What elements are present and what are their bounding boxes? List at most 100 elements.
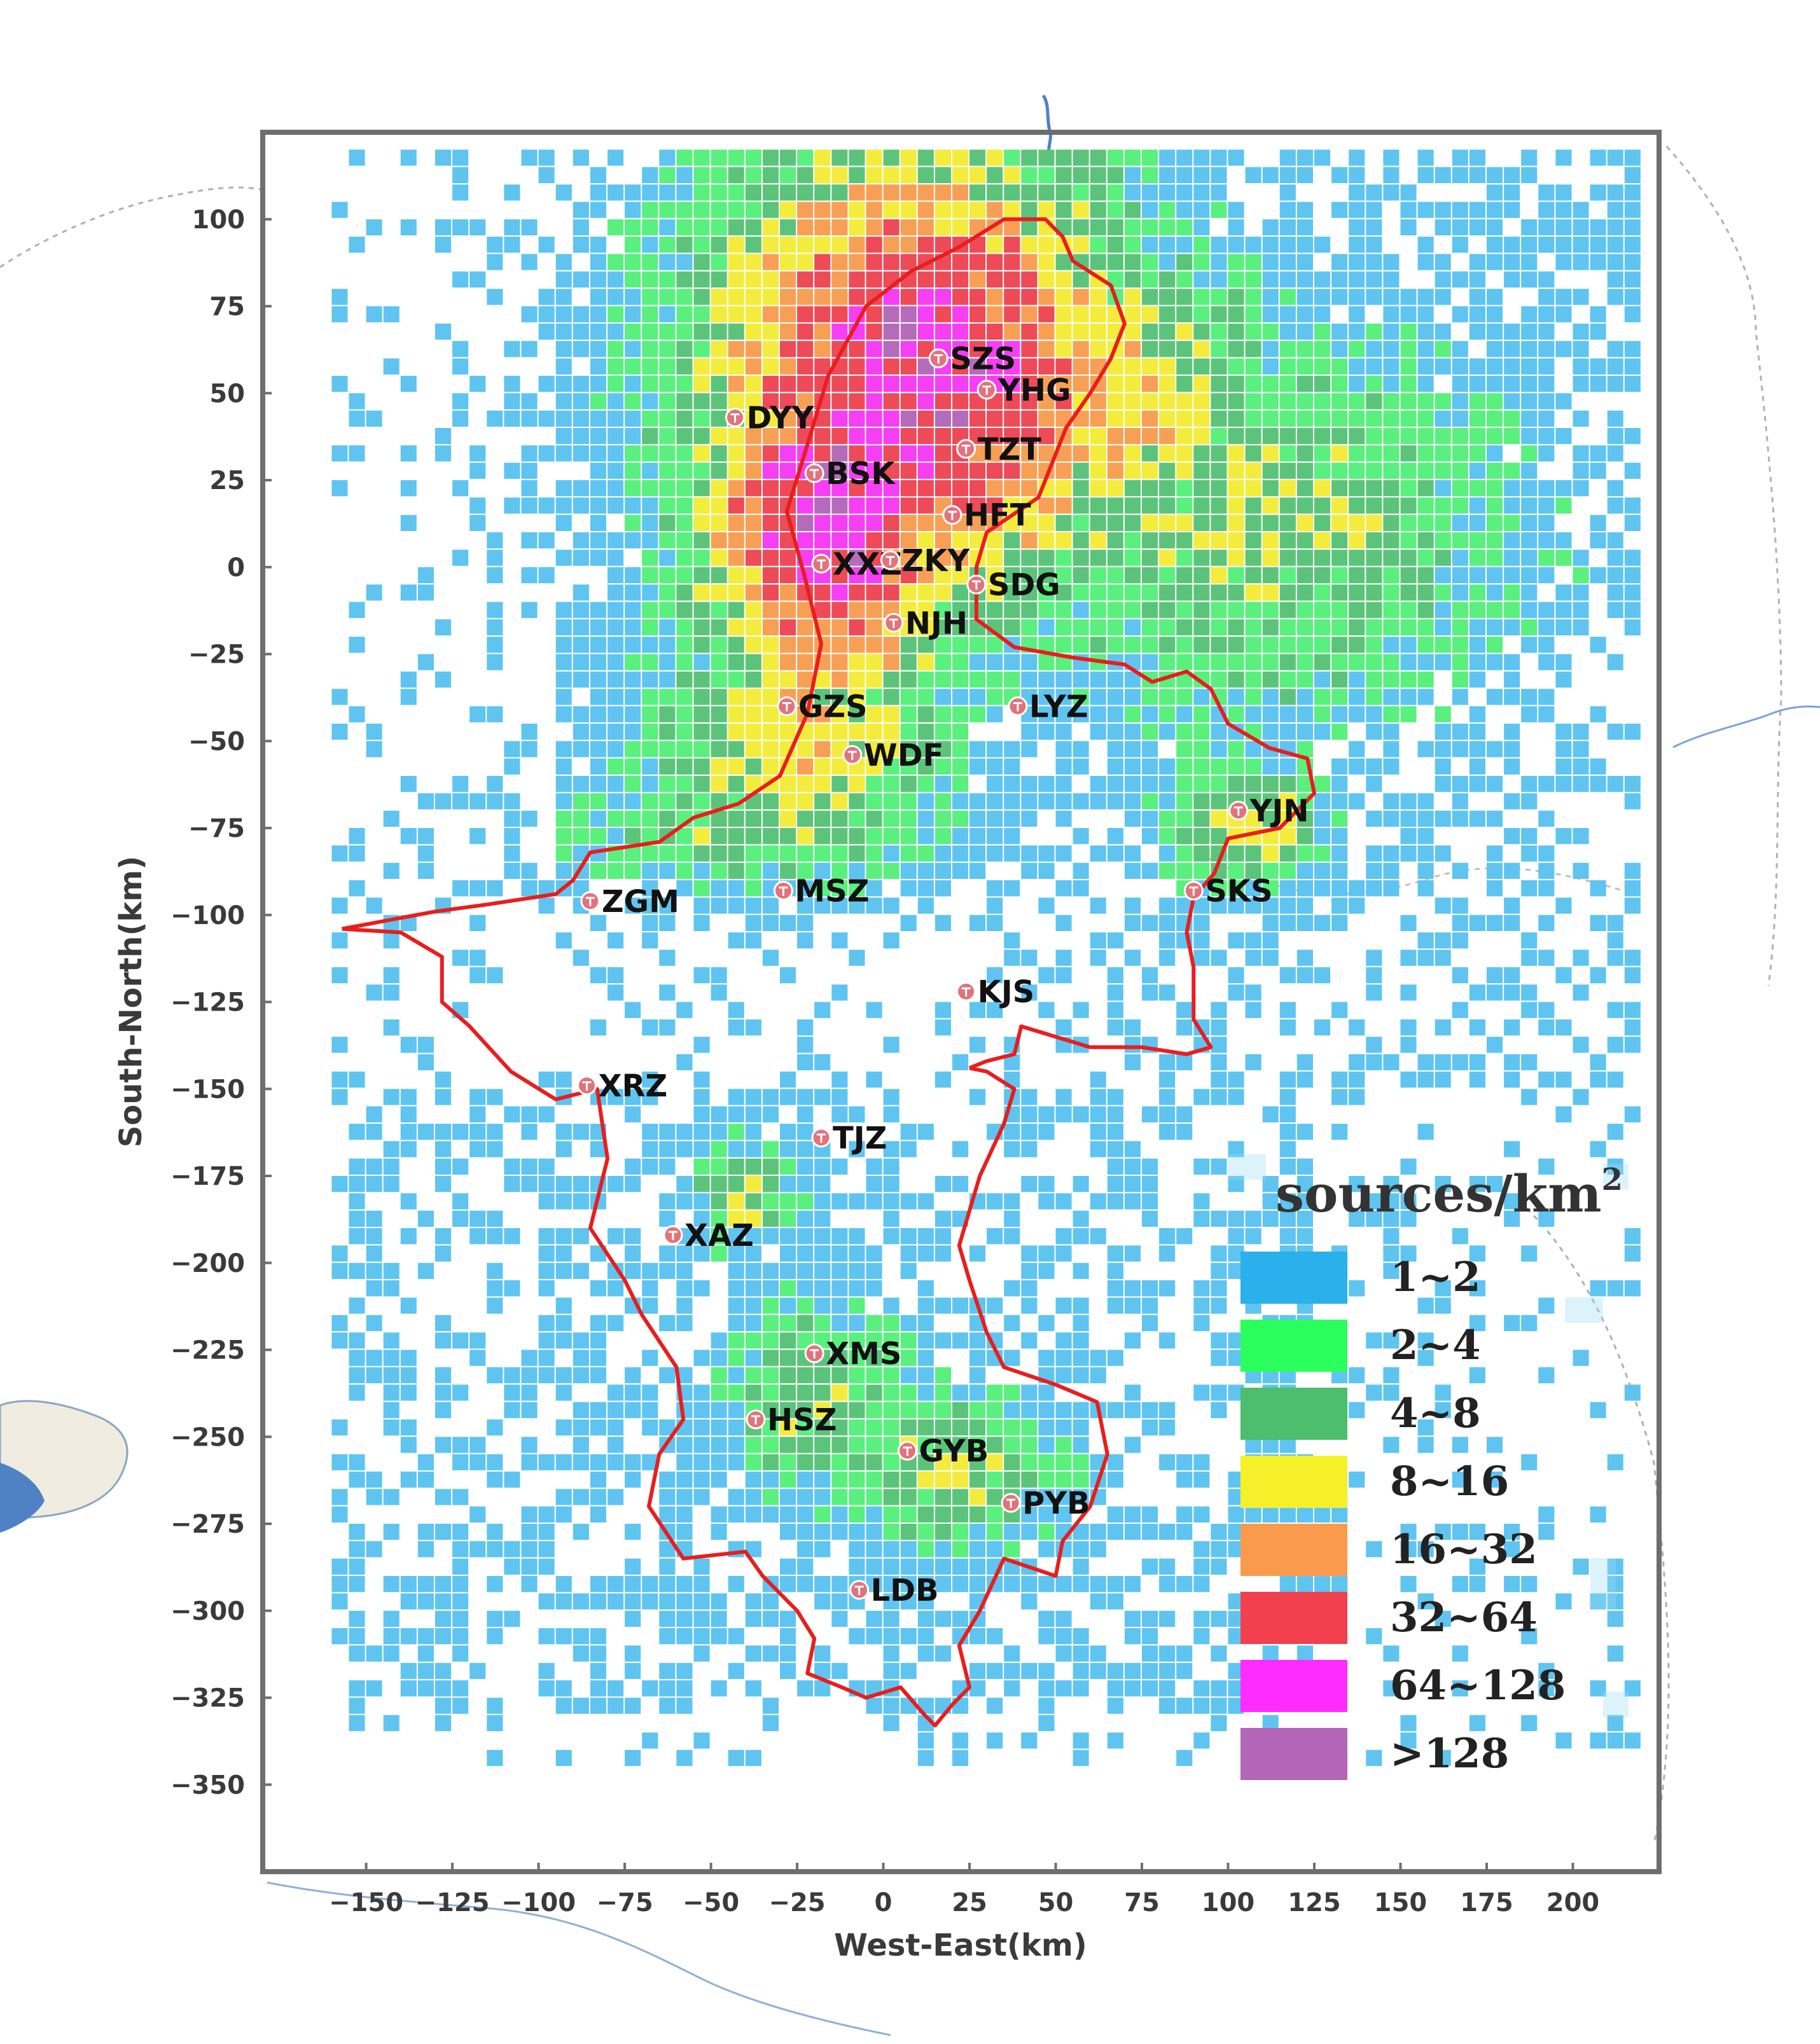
density-cell: [608, 793, 624, 810]
density-cell: [1142, 567, 1158, 584]
density-cell: [762, 828, 779, 845]
density-cell: [934, 1210, 951, 1227]
density-cell: [969, 410, 986, 427]
density-cell: [1211, 237, 1227, 253]
density-cell: [417, 862, 434, 879]
density-cell: [1573, 1558, 1589, 1575]
density-cell: [625, 1245, 641, 1262]
density-cell: [676, 219, 693, 236]
density-cell: [728, 828, 744, 845]
density-cell: [1573, 1037, 1589, 1053]
density-cell: [849, 1419, 865, 1436]
density-cell: [987, 1732, 1003, 1749]
density-cell: [1038, 445, 1055, 462]
density-cell: [642, 271, 658, 288]
density-cell: [797, 1402, 814, 1418]
density-cell: [1607, 1280, 1623, 1297]
density-cell: [349, 1193, 365, 1210]
density-cell: [693, 1089, 710, 1105]
density-cell: [608, 410, 624, 427]
density-cell: [1073, 793, 1089, 810]
density-cell: [608, 1697, 624, 1714]
density-cell: [1107, 1680, 1123, 1697]
density-cell: [1124, 1576, 1141, 1592]
density-cell: [1538, 1297, 1555, 1314]
density-cell: [676, 671, 693, 688]
density-cell: [1417, 445, 1434, 462]
density-cell: [1366, 358, 1382, 375]
density-cell: [1469, 602, 1485, 618]
density-cell: [745, 410, 761, 427]
density-cell: [1624, 306, 1641, 322]
density-cell: [383, 1524, 399, 1540]
density-cell: [1124, 514, 1141, 531]
density-cell: [608, 932, 624, 949]
density-cell: [728, 671, 744, 688]
density-cell: [1176, 289, 1193, 305]
density-cell: [1176, 306, 1193, 322]
density-cell: [711, 1124, 727, 1140]
density-cell: [1073, 741, 1089, 757]
density-cell: [728, 271, 744, 288]
density-cell: [590, 619, 606, 636]
density-cell: [780, 654, 796, 670]
density-cell: [728, 1628, 744, 1645]
density-cell: [1400, 984, 1417, 1001]
density-cell: [711, 880, 727, 897]
density-cell: [469, 1106, 486, 1122]
density-cell: [883, 1402, 900, 1418]
density-cell: [383, 932, 399, 949]
density-cell: [1193, 445, 1210, 462]
density-cell: [487, 1697, 503, 1714]
density-cell: [1262, 289, 1279, 305]
density-cell: [1400, 1715, 1417, 1732]
density-cell: [538, 1315, 555, 1332]
density-cell: [573, 237, 589, 253]
density-cell: [1107, 1662, 1123, 1680]
density-cell: [849, 1437, 865, 1453]
density-cell: [745, 271, 761, 288]
density-cell: [728, 393, 744, 410]
density-cell: [728, 567, 744, 584]
density-cell: [1607, 1454, 1623, 1470]
density-cell: [659, 358, 676, 375]
density-cell: [1004, 462, 1020, 479]
density-cell: [1142, 445, 1158, 462]
density-cell: [797, 1210, 814, 1227]
density-cell: [780, 1471, 796, 1488]
density-cell: [1590, 706, 1606, 722]
density-cell: [1021, 619, 1038, 636]
density-cell: [349, 637, 365, 653]
density-cell: [1434, 219, 1451, 236]
density-cell: [1176, 341, 1193, 357]
density-cell: [1193, 1680, 1210, 1697]
density-cell: [1434, 654, 1451, 670]
density-cell: [555, 497, 572, 514]
density-cell: [1521, 880, 1538, 897]
density-cell: [1331, 1506, 1348, 1523]
density-cell: [883, 1037, 900, 1053]
density-cell: [452, 219, 469, 236]
density-cell: [849, 410, 865, 427]
density-cell: [1366, 810, 1382, 827]
density-cell: [1314, 967, 1331, 984]
density-cell: [1038, 793, 1055, 810]
density-cell: [934, 828, 951, 845]
density-cell: [1262, 862, 1279, 879]
density-cell: [1607, 532, 1623, 549]
density-cell: [1107, 1402, 1123, 1418]
density-cell: [659, 602, 676, 618]
density-cell: [676, 202, 693, 218]
density-cell: [1521, 549, 1538, 566]
density-cell: [1366, 619, 1382, 636]
density-cell: [1245, 497, 1261, 514]
density-cell: [780, 289, 796, 305]
density-cell: [1607, 1593, 1623, 1610]
density-cell: [780, 1332, 796, 1349]
density-cell: [1090, 1228, 1106, 1245]
density-cell: [780, 1245, 796, 1262]
density-cell: [762, 1262, 779, 1280]
density-cell: [1228, 549, 1244, 566]
density-cell: [1228, 984, 1244, 1001]
density-cell: [1245, 793, 1261, 810]
